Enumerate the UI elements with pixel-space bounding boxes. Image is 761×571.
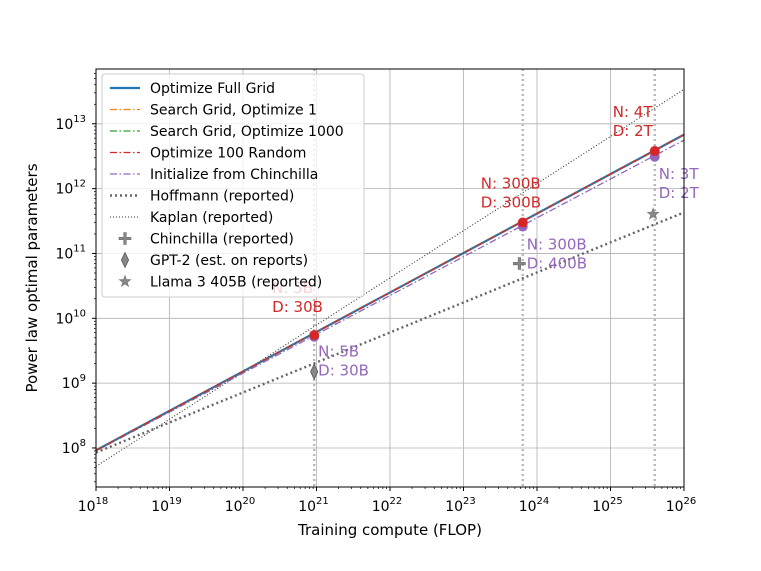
series-line (95, 88, 685, 467)
data-markers (309, 146, 660, 381)
series-line (95, 139, 685, 452)
optimal-point (649, 146, 660, 157)
y-tick-label: 1012 (55, 179, 86, 198)
point-annotation: N: 4T D: 2T (613, 103, 654, 140)
legend-label: Optimize Full Grid (150, 81, 275, 97)
reported-marker (646, 207, 660, 220)
legend-label: Initialize from Chinchilla (150, 167, 318, 183)
x-axis-label: Training compute (FLOP) (297, 521, 482, 539)
y-tick-label: 108 (62, 438, 86, 457)
x-tick-label: 1023 (445, 496, 476, 515)
point-annotation: N: 300B D: 300B (481, 175, 541, 212)
legend: Optimize Full Grid Search Grid, Optimize … (101, 73, 365, 298)
legend-label: Chinchilla (reported) (150, 232, 294, 248)
x-tick-label: 1020 (225, 496, 256, 515)
series-lines (95, 88, 685, 467)
legend-swatch (120, 251, 130, 269)
series-line (95, 211, 685, 454)
x-tick-label: 1021 (298, 496, 329, 515)
y-tick-label: 1011 (55, 243, 86, 262)
reported-marker (310, 363, 319, 381)
y-tick-label: 1010 (55, 308, 86, 327)
legend-label: Search Grid, Optimize 1 (150, 103, 317, 119)
x-tick-label: 1022 (372, 496, 403, 515)
x-tick-label: 1025 (592, 496, 623, 515)
y-tick-label: 109 (62, 373, 86, 392)
legend-swatch (118, 232, 132, 245)
point-annotation: N: 300B D: 400B (527, 236, 587, 273)
legend-swatch (118, 274, 132, 288)
legend-label: Optimize 100 Random (150, 146, 306, 162)
legend-label: Kaplan (reported) (150, 210, 273, 226)
reported-marker (513, 257, 526, 270)
legend-box (101, 73, 365, 298)
legend-label: GPT-2 (est. on reports) (150, 253, 308, 269)
x-tick-label: 1019 (151, 496, 182, 515)
y-tick-label: 1013 (55, 114, 86, 133)
series-line (95, 134, 685, 451)
y-axis-label: Power law optimal parameters (23, 163, 41, 392)
optimal-point (517, 217, 528, 228)
x-tick-label: 1018 (78, 496, 109, 515)
axis-ticks: 1018 1019 1020 1021 1022 1023 1024 1025 1026 108 1… (55, 72, 697, 515)
legend-label: Llama 3 405B (reported) (150, 275, 322, 291)
point-annotation: N: 3T D: 2T (659, 165, 700, 202)
optimal-point (309, 330, 320, 341)
x-tick-label: 1024 (519, 496, 550, 515)
x-tick-label: 1026 (666, 496, 697, 515)
legend-label: Search Grid, Optimize 1000 (150, 124, 344, 140)
legend-label: Hoffmann (reported) (150, 189, 294, 205)
